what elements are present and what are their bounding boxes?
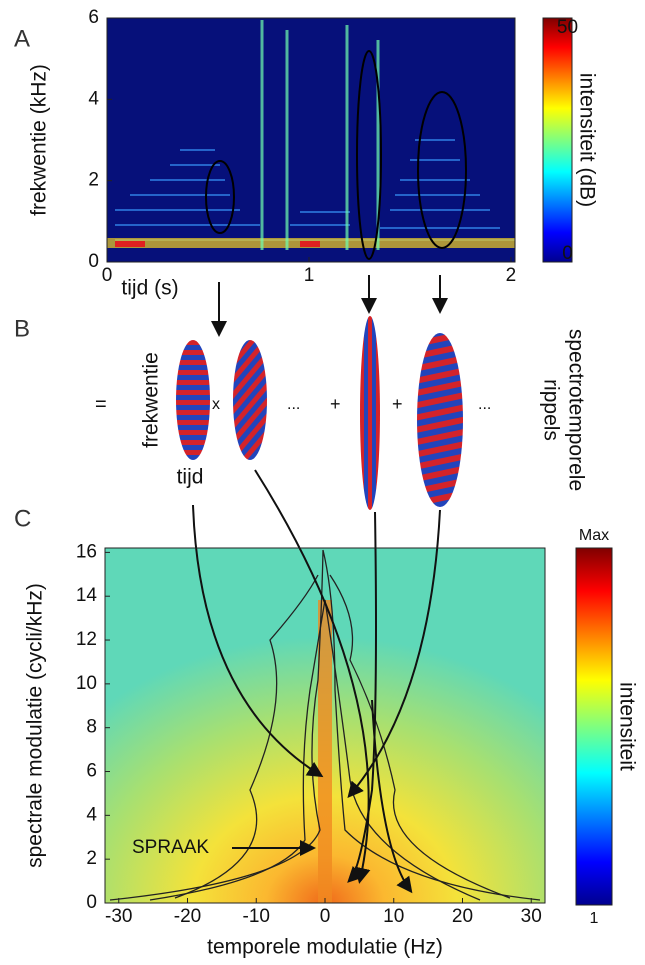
y-tick-label: 2 xyxy=(88,170,99,191)
ripple xyxy=(176,340,210,460)
x-tick-label: 2 xyxy=(506,265,517,286)
ripple xyxy=(360,316,380,510)
y-tick-label: 6 xyxy=(86,761,97,782)
operator: x xyxy=(212,396,220,413)
panel-b: B = x ... + + ... frekwentie tijd spectr… xyxy=(14,315,587,510)
panel-label: B xyxy=(14,315,30,342)
x-axis-label: tijd (s) xyxy=(121,277,178,300)
y-axis-label: spectrale modulatie (cycli/kHz) xyxy=(24,583,47,868)
y-tick-label: 16 xyxy=(76,541,97,562)
colorbar xyxy=(542,17,573,263)
plot-frame xyxy=(106,17,516,263)
annotation: SPRAAK xyxy=(132,837,209,858)
y-tick-label: 14 xyxy=(76,585,98,606)
colorbar-label: intensiteit xyxy=(615,682,638,771)
caption: spectrotemporele xyxy=(564,329,587,491)
x-tick-label: 1 xyxy=(304,265,315,286)
spectrogram-image xyxy=(107,18,515,337)
y-tick-label: 2 xyxy=(86,848,97,869)
x-tick-label: -10 xyxy=(243,906,270,927)
x-tick-label: 0 xyxy=(102,265,113,286)
x-tick-label: 10 xyxy=(383,906,404,927)
panel-label: A xyxy=(14,25,30,52)
colorbar-tick-label: 50 xyxy=(557,17,578,38)
x-tick-label: -30 xyxy=(105,906,132,927)
operator: + xyxy=(330,394,341,414)
operator: = xyxy=(95,393,107,415)
y-tick-label: 4 xyxy=(86,804,97,825)
y-tick-label: 6 xyxy=(88,7,99,28)
y-tick-label: 0 xyxy=(86,892,97,913)
ripple xyxy=(417,333,463,507)
x-tick-label: 30 xyxy=(521,906,542,927)
x-axis-label: temporele modulatie (Hz) xyxy=(207,936,443,959)
x-tick-label: -20 xyxy=(174,906,201,927)
colorbar-tick-label: 0 xyxy=(562,243,573,264)
x-tick-label: 0 xyxy=(320,906,331,927)
colorbar-label: intensiteit (dB) xyxy=(575,73,598,207)
caption: rippels xyxy=(539,379,562,441)
panel-label: C xyxy=(14,505,31,532)
colorbar-max-label: Max xyxy=(579,527,609,544)
y-tick-label: 10 xyxy=(76,673,97,694)
operator: + xyxy=(392,394,403,414)
y-axis-label: frekwentie (kHz) xyxy=(28,64,51,216)
y-tick-label: 12 xyxy=(76,629,97,650)
axis-label: frekwentie xyxy=(140,352,163,448)
axis-label: tijd xyxy=(177,466,204,489)
ripple xyxy=(233,340,267,460)
colorbar-min-label: 1 xyxy=(590,910,599,927)
operator: ... xyxy=(287,396,300,413)
y-tick-label: 4 xyxy=(88,88,99,109)
operator: ... xyxy=(478,396,491,413)
colorbar xyxy=(575,547,613,906)
y-tick-label: 8 xyxy=(86,717,97,738)
y-tick-label: 0 xyxy=(88,251,99,272)
x-tick-label: 20 xyxy=(452,906,473,927)
modulation-image xyxy=(105,469,545,903)
